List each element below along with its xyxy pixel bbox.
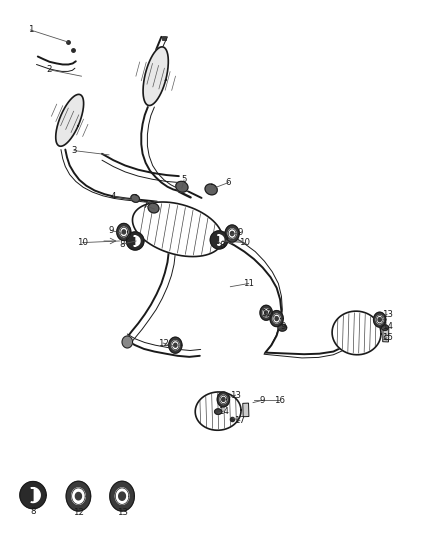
Text: 6: 6	[226, 178, 231, 187]
Text: 12: 12	[73, 507, 84, 516]
Polygon shape	[115, 488, 129, 504]
Polygon shape	[228, 229, 236, 238]
Polygon shape	[75, 492, 81, 500]
Text: 8: 8	[220, 241, 225, 250]
Text: 12: 12	[261, 309, 272, 318]
Polygon shape	[376, 316, 383, 324]
Polygon shape	[122, 336, 133, 348]
Polygon shape	[120, 227, 127, 237]
Text: 8: 8	[119, 240, 125, 249]
Text: 5: 5	[181, 175, 187, 184]
Text: 9: 9	[259, 396, 265, 405]
Polygon shape	[243, 403, 249, 417]
Polygon shape	[374, 312, 386, 327]
Polygon shape	[131, 195, 139, 203]
Polygon shape	[148, 203, 159, 213]
Text: 10: 10	[77, 238, 88, 247]
Text: 2: 2	[47, 66, 53, 74]
Polygon shape	[210, 231, 228, 249]
Text: 13: 13	[230, 391, 241, 400]
Polygon shape	[215, 409, 222, 414]
Text: 13: 13	[117, 507, 127, 516]
Polygon shape	[273, 314, 280, 323]
Polygon shape	[134, 236, 140, 246]
Polygon shape	[278, 324, 287, 331]
Text: 9: 9	[108, 226, 113, 235]
Polygon shape	[143, 47, 168, 106]
Polygon shape	[270, 311, 283, 327]
Polygon shape	[205, 184, 217, 195]
Polygon shape	[127, 232, 144, 250]
Polygon shape	[195, 392, 241, 430]
Polygon shape	[332, 311, 381, 355]
Text: 13: 13	[381, 310, 392, 319]
Text: 9: 9	[237, 228, 243, 237]
Polygon shape	[217, 392, 230, 407]
Polygon shape	[222, 398, 225, 401]
Polygon shape	[378, 318, 381, 322]
Polygon shape	[230, 231, 234, 236]
Polygon shape	[263, 309, 269, 317]
Polygon shape	[218, 235, 224, 245]
Polygon shape	[275, 317, 278, 320]
Polygon shape	[172, 341, 179, 350]
Text: 10: 10	[239, 238, 250, 247]
Text: 12: 12	[158, 338, 169, 348]
Polygon shape	[132, 202, 223, 256]
Polygon shape	[56, 94, 84, 146]
Polygon shape	[72, 488, 85, 504]
Polygon shape	[169, 337, 182, 353]
Polygon shape	[110, 481, 134, 511]
Polygon shape	[260, 305, 272, 320]
Polygon shape	[176, 181, 188, 192]
Text: 1: 1	[28, 26, 33, 35]
Polygon shape	[119, 492, 125, 500]
Text: 16: 16	[274, 396, 285, 405]
Text: 14: 14	[381, 321, 392, 330]
Polygon shape	[31, 488, 40, 503]
Text: 3: 3	[71, 146, 77, 155]
Polygon shape	[225, 225, 239, 242]
Polygon shape	[381, 325, 389, 330]
Polygon shape	[122, 230, 126, 234]
Polygon shape	[117, 223, 131, 240]
Text: 11: 11	[243, 279, 254, 288]
Polygon shape	[174, 343, 177, 347]
Text: 4: 4	[110, 192, 116, 201]
Polygon shape	[265, 311, 268, 314]
Text: 17: 17	[234, 416, 245, 425]
Text: 7: 7	[142, 201, 148, 210]
Polygon shape	[220, 395, 227, 403]
Text: 9: 9	[281, 321, 286, 330]
Text: 8: 8	[30, 506, 36, 515]
Polygon shape	[66, 481, 91, 511]
Polygon shape	[20, 481, 46, 508]
Polygon shape	[383, 326, 389, 342]
Text: 14: 14	[218, 407, 229, 416]
Text: 15: 15	[381, 333, 392, 342]
